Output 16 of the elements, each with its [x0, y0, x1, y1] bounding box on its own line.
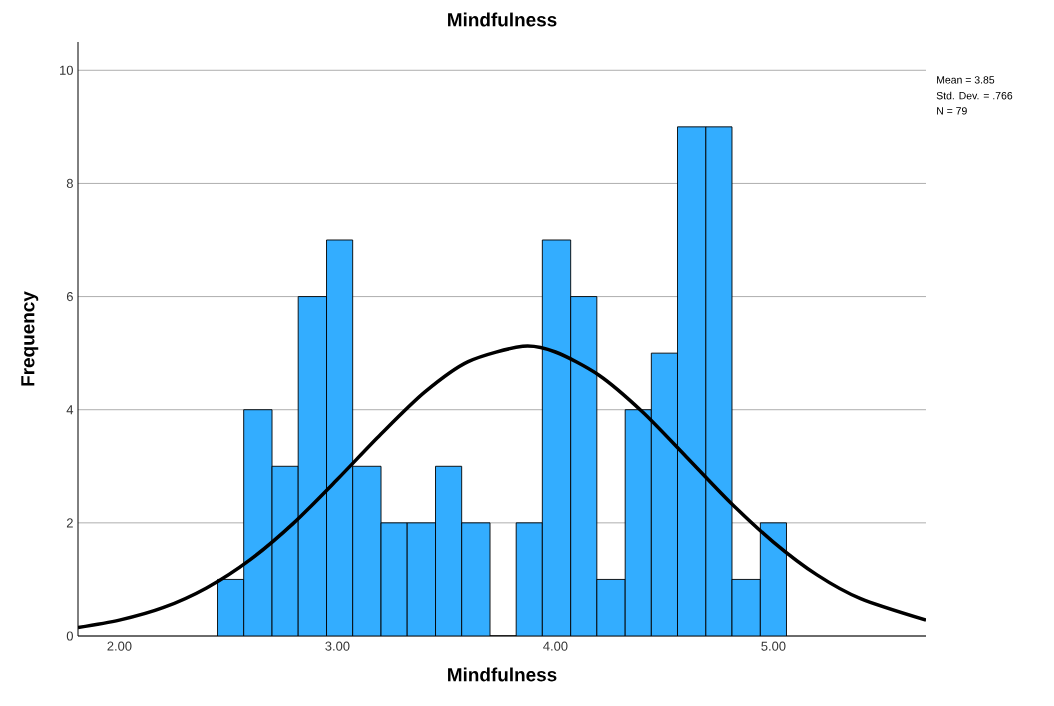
x-tick-label: 5.00 — [761, 641, 786, 651]
text: N = 79 — [937, 107, 967, 115]
y-tick-label: 0 — [66, 631, 73, 641]
y-tick-label: 8 — [66, 178, 73, 189]
y-tick-label: 6 — [66, 291, 73, 302]
text: Std. Dev. = .766 — [936, 91, 1013, 100]
x-tick-label: 3.00 — [325, 641, 350, 651]
x-axis-title: Mindfulness — [448, 667, 557, 682]
x-tick-label: 4.00 — [543, 641, 568, 651]
y-tick-label: 2 — [66, 518, 73, 528]
chart-title: Mindfulness — [448, 12, 557, 27]
x-tick-label: 2.00 — [107, 641, 132, 651]
y-tick-label: 4 — [66, 405, 74, 415]
y-axis-title: Frequency — [21, 291, 39, 386]
text: Mean = 3.85 — [937, 76, 995, 84]
y-tick-label: 10 — [60, 65, 73, 75]
